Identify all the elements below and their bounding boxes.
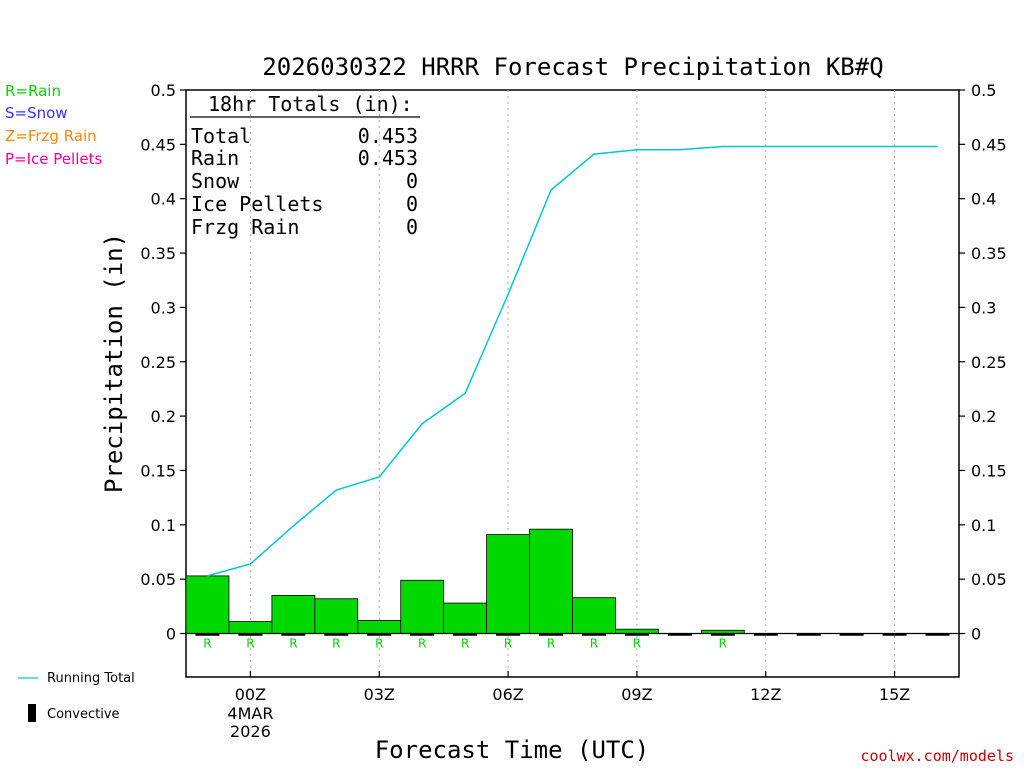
y-tick-label-right: 0.3 bbox=[971, 298, 996, 317]
y-tick-label-left: 0.05 bbox=[140, 570, 176, 589]
y-tick-label-left: 0.45 bbox=[140, 135, 176, 154]
precip-bar bbox=[443, 602, 488, 634]
x-tick-sublabel: 4MAR bbox=[227, 704, 273, 723]
totals-rain-value: 0.453 bbox=[358, 146, 418, 170]
y-tick-label-right: 0.5 bbox=[971, 81, 996, 100]
y-tick-layer: 0 00.05 0.050.1 0.10.15 0.150.2 0.20.25 0.250.… bbox=[140, 81, 1006, 644]
ptype-label: R bbox=[719, 637, 727, 651]
y-tick-label-right: 0.1 bbox=[971, 516, 996, 535]
bar-layer bbox=[185, 528, 959, 635]
y-tick-label-right: 0.4 bbox=[971, 190, 996, 209]
y-axis-label: Precipitation (in) bbox=[100, 233, 128, 493]
y-tick-label-right: 0.25 bbox=[971, 353, 1007, 372]
y-tick-label-left: 0 bbox=[166, 625, 176, 644]
precip-bar bbox=[357, 620, 402, 634]
precip-bar bbox=[228, 621, 273, 634]
ptype-label: R bbox=[461, 637, 469, 651]
precip-bar bbox=[314, 598, 359, 634]
y-tick-label-left: 0.5 bbox=[151, 81, 176, 100]
ptype-label: R bbox=[418, 637, 426, 651]
totals-frzg-rain-value: 0 bbox=[406, 215, 418, 239]
totals-frzg-rain-name: Frzg Rain bbox=[191, 215, 299, 239]
ptype-label: R bbox=[590, 637, 598, 651]
ptype-label: R bbox=[332, 637, 340, 651]
convective-legend-label: Convective bbox=[47, 707, 120, 722]
ptype-label: R bbox=[504, 637, 512, 651]
legend-snow: S=Snow bbox=[5, 104, 68, 122]
running-total-line bbox=[207, 145, 938, 577]
totals-total-value: 0.453 bbox=[358, 124, 418, 148]
x-tick-label: 06Z bbox=[492, 685, 523, 704]
totals-header: 18hr Totals (in): bbox=[208, 92, 413, 116]
y-tick-label-left: 0.35 bbox=[140, 244, 176, 263]
x-tick-label: 03Z bbox=[364, 685, 395, 704]
precip-bar bbox=[271, 595, 316, 634]
y-tick-label-left: 0.2 bbox=[151, 407, 176, 426]
ptype-label: R bbox=[203, 637, 211, 651]
y-tick-label-left: 0.1 bbox=[151, 516, 176, 535]
totals-snow-value: 0 bbox=[406, 169, 418, 193]
x-tick-label: 15Z bbox=[879, 685, 910, 704]
x-tick-label: 00Z bbox=[235, 685, 266, 704]
legend-ice-pellets: P=Ice Pellets bbox=[5, 150, 102, 168]
x-tick-label: 12Z bbox=[750, 685, 781, 704]
ptype-label: R bbox=[246, 637, 254, 651]
series-legend: Running Total Convective bbox=[18, 671, 135, 722]
precip-bar bbox=[185, 575, 230, 634]
y-tick-label-right: 0.05 bbox=[971, 570, 1007, 589]
chart-title: 2026030322 HRRR Forecast Precipitation K… bbox=[262, 53, 883, 81]
legend-rain: R=Rain bbox=[5, 82, 61, 100]
precip-bar bbox=[486, 534, 530, 634]
ptype-label: R bbox=[633, 637, 641, 651]
ptype-label: R bbox=[375, 637, 383, 651]
y-tick-label-left: 0.3 bbox=[151, 298, 176, 317]
y-tick-label-left: 0.4 bbox=[151, 190, 176, 209]
y-tick-label-right: 0.35 bbox=[971, 244, 1007, 263]
precip-bar bbox=[529, 528, 573, 634]
running-total-layer bbox=[207, 145, 938, 577]
y-tick-label-right: 0.15 bbox=[971, 461, 1007, 480]
y-tick-label-right: 0.45 bbox=[971, 135, 1007, 154]
precip-bar bbox=[615, 628, 659, 634]
y-tick-label-left: 0.15 bbox=[140, 461, 176, 480]
ptype-label: R bbox=[289, 637, 297, 651]
totals-ice-pellets-name: Ice Pellets bbox=[191, 192, 323, 216]
x-tick-sublabel: 2026 bbox=[230, 722, 271, 741]
precip-bar bbox=[572, 597, 616, 634]
x-axis-label: Forecast Time (UTC) bbox=[375, 736, 650, 764]
totals-box: 18hr Totals (in): Total 0.453 Rain 0.453… bbox=[190, 92, 420, 239]
ptype-label: R bbox=[547, 637, 555, 651]
grid-layer bbox=[249, 90, 896, 677]
y-tick-label-left: 0.25 bbox=[140, 353, 176, 372]
totals-snow-name: Snow bbox=[191, 169, 240, 193]
convective-legend-swatch bbox=[28, 704, 36, 722]
x-tick-label: 09Z bbox=[621, 685, 652, 704]
totals-total-name: Total bbox=[191, 124, 251, 148]
totals-ice-pellets-value: 0 bbox=[406, 192, 418, 216]
y-tick-label-right: 0.2 bbox=[971, 407, 996, 426]
y-tick-label-right: 0 bbox=[971, 625, 981, 644]
credit-link[interactable]: coolwx.com/models bbox=[860, 747, 1014, 765]
plot-frame bbox=[185, 89, 960, 678]
totals-rain-name: Rain bbox=[191, 146, 239, 170]
precip-type-legend: R=Rain S=Snow Z=Frzg Rain P=Ice Pellets bbox=[5, 82, 102, 168]
precip-bar bbox=[400, 579, 445, 634]
legend-frzg-rain: Z=Frzg Rain bbox=[5, 127, 97, 145]
running-total-legend-label: Running Total bbox=[47, 671, 135, 686]
